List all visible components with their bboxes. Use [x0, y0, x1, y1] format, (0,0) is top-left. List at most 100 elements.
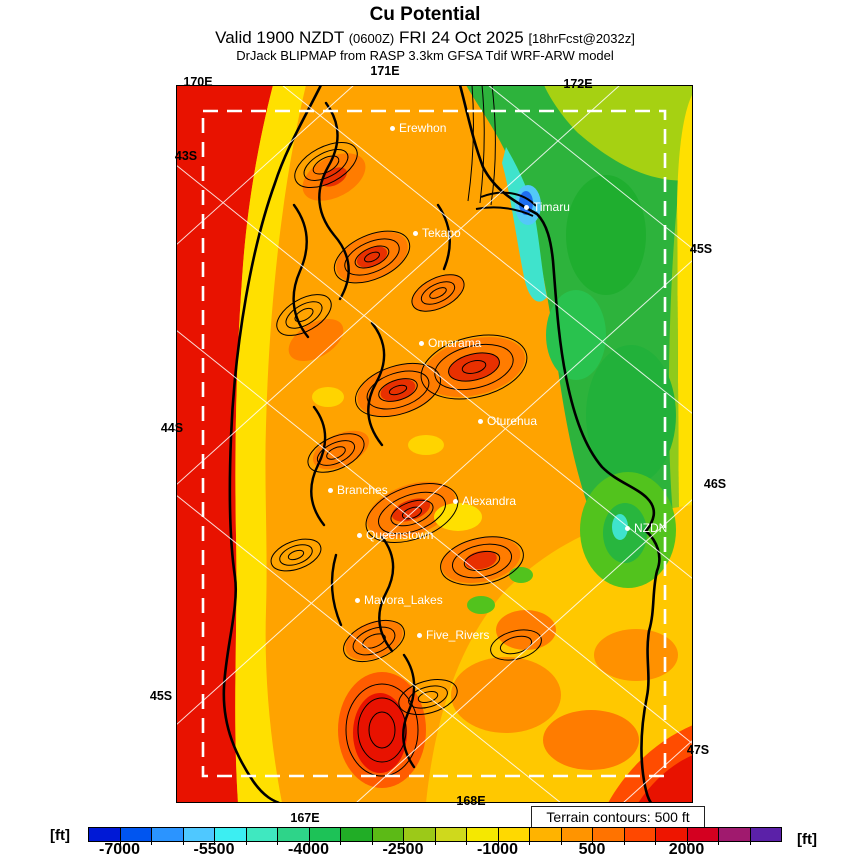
place-dot-icon: [419, 340, 424, 346]
place-marker-omarama: Omarama: [419, 336, 481, 350]
colorbar-segment: [89, 828, 121, 841]
colorbar-tick: [529, 841, 530, 845]
axis-label: 45S: [689, 242, 713, 256]
colorbar-segment: [152, 828, 184, 841]
place-dot-icon: [453, 498, 458, 504]
colorbar-segment: [750, 828, 781, 841]
colorbar-segment: [341, 828, 373, 841]
place-dot-icon: [413, 230, 418, 236]
valid-label: Valid 1900 NZDT: [215, 27, 344, 47]
colorbar-tick: [182, 841, 184, 845]
place-label: Omarama: [428, 336, 482, 350]
place-label: Queenstown: [366, 528, 434, 542]
colorbar-segment: [435, 828, 467, 841]
colorbar-tick: [592, 841, 593, 845]
place-label: Timaru: [533, 200, 570, 214]
colorbar-segment: [624, 828, 656, 841]
colorbar-tick: [686, 841, 688, 845]
place-label: Branches: [337, 483, 388, 497]
colorbar-segment: [309, 828, 341, 841]
place-markers-layer: Erewhon Timaru Tekapo Omarama Oturehua Branch…: [176, 85, 693, 803]
place-marker-erewhon: Erewhon: [390, 121, 446, 135]
colorbar-segment: [404, 828, 436, 841]
place-dot-icon: [355, 597, 360, 603]
place-dot-icon: [478, 418, 483, 424]
colorbar-segment: [687, 828, 719, 841]
colorbar-segment: [656, 828, 688, 841]
place-marker-nzdn: NZDN: [625, 521, 667, 535]
colorbar-tick: [718, 841, 719, 845]
model-line: DrJack BLIPMAP from RASP 3.3km GFSA Tdif…: [236, 48, 614, 64]
colorbar-tick-label: -5500: [193, 841, 235, 858]
colorbar-tick: [560, 841, 562, 845]
colorbar-segment: [278, 828, 310, 841]
title-block: Cu Potential Valid 1900 NZDT (0600Z) FRI…: [0, 0, 850, 64]
colorbar-segment: [719, 828, 751, 841]
colorbar-unit-left: [ft]: [50, 827, 70, 844]
place-dot-icon: [390, 125, 395, 131]
colorbar-segment: [467, 828, 499, 841]
colorbar-tick-label: 2000: [668, 841, 705, 858]
colorbar-tick-label: -2500: [382, 841, 424, 858]
colorbar-tick: [214, 841, 215, 845]
colorbar-tick: [466, 841, 467, 845]
cu-potential-field: [176, 85, 693, 803]
axis-label: 45S: [149, 689, 173, 703]
colorbar-tick: [623, 841, 625, 845]
place-marker-tekapo: Tekapo: [413, 226, 461, 240]
colorbar-tick: [245, 841, 247, 845]
valid-date: FRI 24 Oct 2025: [398, 27, 524, 47]
colorbar-tick-label: -4000: [288, 841, 329, 858]
place-label: Alexandra: [462, 494, 517, 508]
place-marker-alexandra: Alexandra: [453, 494, 516, 508]
colorbar-tick-label: -1000: [477, 841, 518, 858]
colorbar-segment: [215, 828, 247, 841]
terrain-contours-note: Terrain contours: 500 ft: [531, 806, 705, 828]
page-title: Cu Potential: [369, 4, 481, 25]
colorbar-tick: [277, 841, 278, 845]
colorbar-tick: [749, 841, 751, 845]
colorbar-tick: [655, 841, 656, 845]
place-dot-icon: [417, 632, 422, 638]
place-label: NZDN: [634, 521, 668, 535]
place-marker-mavora_lakes: Mavora_Lakes: [355, 593, 443, 607]
colorbar-tick: [119, 841, 121, 845]
axis-label: 167E: [290, 811, 320, 825]
axis-label: 46S: [703, 477, 727, 491]
colorbar-tick-label: -7000: [99, 841, 140, 858]
valid-time-line: Valid 1900 NZDT (0600Z) FRI 24 Oct 2025 …: [0, 28, 850, 48]
utc-time: (0600Z): [348, 30, 395, 46]
place-marker-branches: Branches: [328, 483, 388, 497]
place-label: Five_Rivers: [426, 628, 490, 642]
place-label: Mavora_Lakes: [364, 593, 443, 607]
colorbar-segment: [120, 828, 152, 841]
colorbar-segment: [593, 828, 625, 841]
colorbar-tick: [403, 841, 404, 845]
colorbar-segment: [372, 828, 404, 841]
domain-boundary: [201, 109, 667, 778]
colorbar-segment: [561, 828, 593, 841]
place-dot-icon: [357, 532, 362, 538]
place-marker-oturehua: Oturehua: [478, 414, 537, 428]
place-marker-timaru: Timaru: [524, 200, 570, 214]
terrain-note-text: Terrain contours: 500 ft: [546, 809, 690, 825]
colorbar-unit-right: [ft]: [797, 831, 817, 848]
place-label: Oturehua: [487, 414, 538, 428]
colorbar-tick: [151, 841, 152, 845]
place-marker-five_rivers: Five_Rivers: [417, 628, 489, 642]
place-label: Erewhon: [399, 121, 447, 135]
place-dot-icon: [524, 204, 529, 210]
forecast-map: Erewhon Timaru Tekapo Omarama Oturehua Branch…: [176, 85, 693, 803]
colorbar-tick: [371, 841, 373, 845]
colorbar-tick: [308, 841, 310, 845]
place-label: Tekapo: [422, 226, 461, 240]
colorbar-tick: [340, 841, 341, 845]
colorbar-segment: [183, 828, 215, 841]
colorbar: [88, 827, 782, 842]
colorbar-segment: [246, 828, 278, 841]
colorbar-segment: [498, 828, 530, 841]
forecast-tag: [18hrFcst@2032z]: [528, 30, 635, 46]
place-dot-icon: [625, 525, 630, 531]
colorbar-tick: [434, 841, 436, 845]
